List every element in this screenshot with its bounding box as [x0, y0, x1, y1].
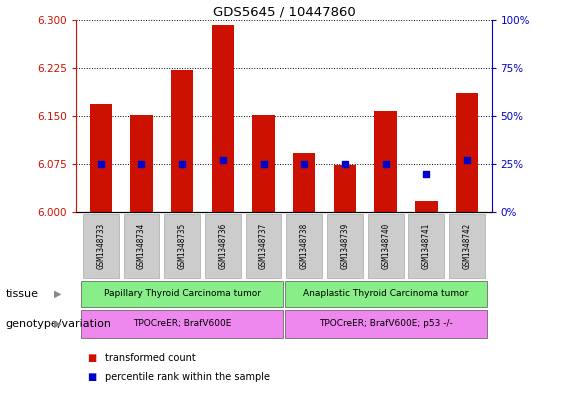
Text: TPOCreER; BrafV600E; p53 -/-: TPOCreER; BrafV600E; p53 -/-	[319, 319, 453, 328]
Bar	[124, 213, 159, 278]
Bar	[285, 281, 486, 307]
Bar	[368, 213, 403, 278]
Bar	[415, 201, 438, 212]
Bar	[327, 213, 363, 278]
Bar	[171, 70, 193, 212]
Text: GSM1348742: GSM1348742	[463, 222, 472, 269]
Text: transformed count: transformed count	[105, 353, 195, 363]
Text: Anaplastic Thyroid Carcinoma tumor: Anaplastic Thyroid Carcinoma tumor	[303, 289, 468, 298]
Bar	[408, 213, 444, 278]
Point	[341, 161, 350, 167]
Text: GSM1348739: GSM1348739	[341, 222, 350, 269]
Text: GSM1348734: GSM1348734	[137, 222, 146, 269]
Bar	[89, 105, 112, 212]
Text: GSM1348735: GSM1348735	[177, 222, 186, 269]
Bar	[456, 94, 479, 212]
Text: GSM1348741: GSM1348741	[422, 222, 431, 269]
Text: GSM1348737: GSM1348737	[259, 222, 268, 269]
Text: genotype/variation: genotype/variation	[6, 319, 112, 329]
Bar	[334, 165, 356, 212]
Title: GDS5645 / 10447860: GDS5645 / 10447860	[212, 6, 355, 18]
Point	[300, 161, 309, 167]
Text: ▶: ▶	[54, 288, 61, 299]
Point	[218, 157, 227, 163]
Point	[463, 157, 472, 163]
Text: GSM1348733: GSM1348733	[96, 222, 105, 269]
Text: ■: ■	[88, 372, 97, 382]
Bar	[83, 213, 119, 278]
Bar	[253, 115, 275, 212]
Point	[137, 161, 146, 167]
Text: GSM1348740: GSM1348740	[381, 222, 390, 269]
Bar	[81, 281, 283, 307]
Bar	[285, 310, 486, 338]
Point	[422, 171, 431, 177]
Bar	[164, 213, 200, 278]
Text: ▶: ▶	[54, 319, 61, 329]
Text: GSM1348736: GSM1348736	[218, 222, 227, 269]
Bar	[286, 213, 322, 278]
Text: TPOCreER; BrafV600E: TPOCreER; BrafV600E	[133, 319, 231, 328]
Bar	[246, 213, 281, 278]
Bar	[205, 213, 241, 278]
Text: GSM1348738: GSM1348738	[300, 222, 308, 269]
Point	[96, 161, 105, 167]
Bar	[212, 25, 234, 212]
Text: ■: ■	[88, 353, 97, 363]
Bar	[81, 310, 283, 338]
Point	[177, 161, 186, 167]
Bar	[375, 112, 397, 212]
Point	[381, 161, 390, 167]
Bar	[449, 213, 485, 278]
Bar	[130, 115, 153, 212]
Bar	[293, 152, 315, 212]
Text: percentile rank within the sample: percentile rank within the sample	[105, 372, 270, 382]
Text: tissue: tissue	[6, 288, 38, 299]
Text: Papillary Thyroid Carcinoma tumor: Papillary Thyroid Carcinoma tumor	[103, 289, 260, 298]
Point	[259, 161, 268, 167]
